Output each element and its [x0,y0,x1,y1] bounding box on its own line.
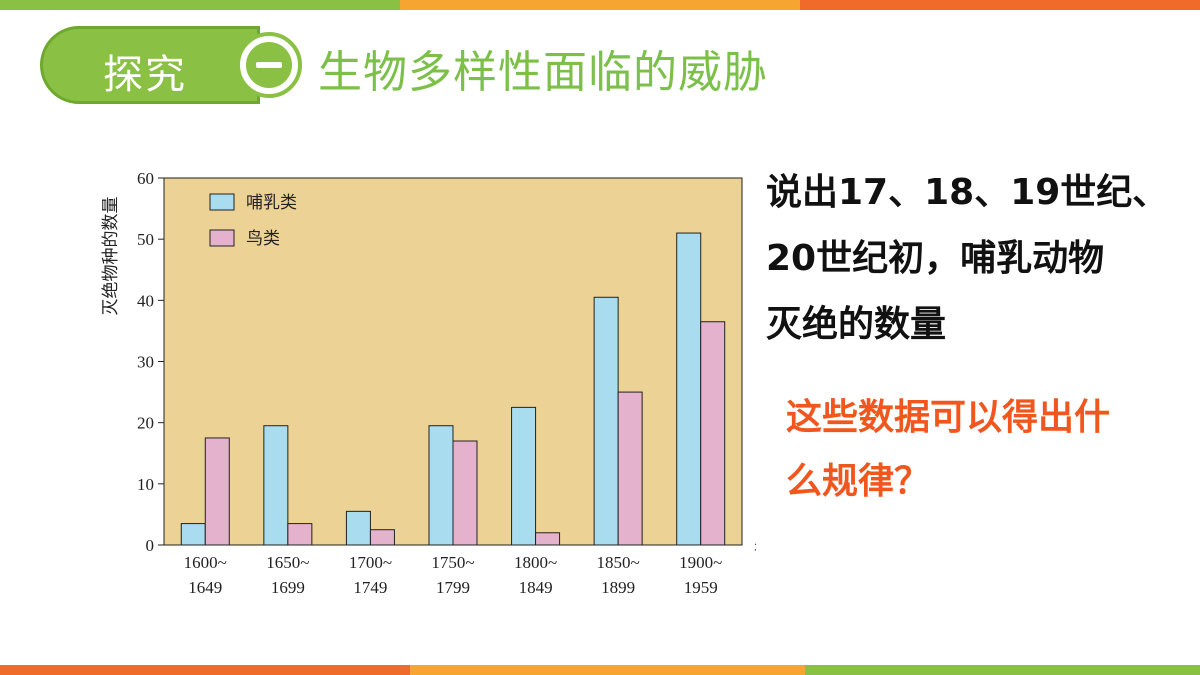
legend-label: 哺乳类 [246,193,297,212]
mammal-bar [263,425,289,546]
discussion-line: 这些数据可以得出什 [786,397,1111,438]
x-tick-label: 1959 [684,578,718,597]
bird-bar [369,529,395,546]
x-tick-label: 1900~ [679,553,722,572]
x-tick-label: 1699 [271,578,305,597]
question-line: 20世纪初，哺乳动物 [766,238,1105,279]
y-axis-label: 灭绝物种的数量 [101,197,120,316]
question-text: 说出17、18、19世纪、 20世纪初，哺乳动物 灭绝的数量 [766,160,1186,358]
y-tick-label: 40 [137,291,154,310]
x-tick-label: 1800~ [514,553,557,572]
bird-bar [204,437,230,546]
legend-swatch [209,193,235,211]
bird-bar [700,321,726,546]
x-tick-label: 1899 [601,578,635,597]
y-tick-label: 60 [137,169,154,188]
mammal-bar [345,510,371,546]
x-tick-label: 1749 [353,578,387,597]
x-tick-label: 1649 [188,578,222,597]
bird-bar [535,532,561,546]
mammal-bar [180,523,206,546]
x-axis-label: 年份 [754,538,756,557]
section-header: 探究 生物多样性面临的威胁 [40,26,860,104]
y-tick-label: 30 [137,353,154,372]
y-tick-label: 10 [137,475,154,494]
discussion-line: 么规律？ [786,461,931,502]
y-tick-label: 0 [146,536,155,555]
x-tick-label: 1750~ [431,553,474,572]
discussion-question: 这些数据可以得出什 么规律？ [786,386,1166,514]
x-tick-label: 1849 [519,578,553,597]
section-label: 探究 [103,52,187,98]
section-label-pill: 探究 [40,26,260,104]
top-decorative-stripe [0,0,1200,10]
mammal-bar [511,406,537,546]
y-tick-label: 20 [137,414,154,433]
mammal-bar [428,425,454,546]
x-tick-label: 1600~ [184,553,227,572]
bottom-decorative-stripe [0,665,1200,675]
bird-bar [617,391,643,546]
y-tick-label: 50 [137,230,154,249]
page-title: 生物多样性面临的威胁 [318,47,768,98]
bird-bar [452,440,478,546]
x-tick-label: 1700~ [349,553,392,572]
bird-bar [287,523,313,546]
mammal-bar [676,232,702,546]
x-tick-label: 1650~ [266,553,309,572]
legend-swatch [209,229,235,247]
question-line: 说出17、18、19世纪、 [766,172,1169,213]
dash-numeral-one-icon [236,32,302,98]
question-line: 灭绝的数量 [766,304,947,345]
x-tick-label: 1850~ [597,553,640,572]
x-tick-label: 1799 [436,578,470,597]
mammal-bar [593,296,619,546]
legend-label: 鸟类 [246,229,280,248]
extinction-bar-chart: 0 10 20 30 40 50 60 灭绝物种的数量 1600~ 1649 1650~ 1699 17… [101,169,756,597]
